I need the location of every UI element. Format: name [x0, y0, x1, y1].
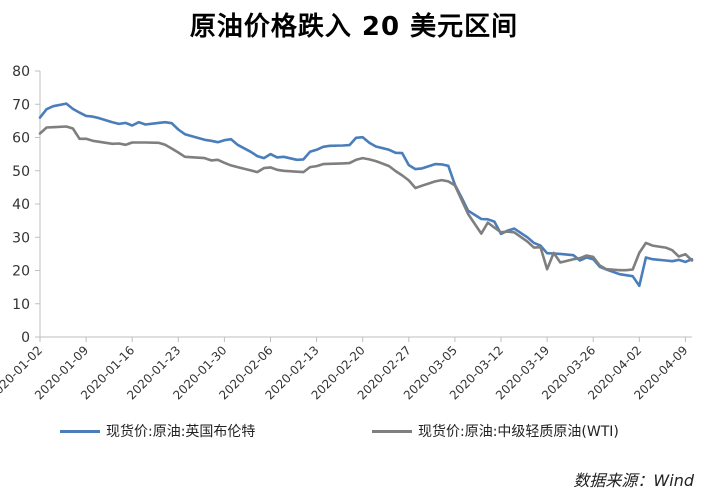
y-tick-label: 10 — [12, 297, 30, 313]
y-tick-label: 50 — [12, 164, 30, 180]
series-layer — [38, 102, 694, 288]
y-tick-label: 30 — [12, 230, 30, 246]
y-tick-label: 60 — [12, 131, 30, 147]
legend-label-wti: 现货价:原油:中级轻质原油(WTI) — [418, 424, 619, 440]
legend-label-brent: 现货价:原油:英国布伦特 — [106, 424, 256, 440]
chart-title: 原油价格跌入 20 美元区间 — [189, 12, 519, 42]
y-tick-label: 70 — [12, 97, 30, 113]
source-note: 数据来源：Wind — [573, 471, 694, 490]
series-line-brent — [38, 102, 694, 288]
y-tick-label: 40 — [12, 197, 30, 213]
legend-item-wti: 现货价:原油:中级轻质原油(WTI) — [372, 421, 619, 441]
y-tick-label: 0 — [21, 330, 30, 346]
legend-swatch-brent — [60, 429, 100, 433]
legend-item-brent: 现货价:原油:英国布伦特 — [60, 421, 255, 441]
series-line-wti — [38, 125, 694, 272]
y-tick-label: 20 — [12, 264, 30, 280]
y-tick-label: 80 — [12, 64, 30, 80]
chart-axes: 010203040506070802020-01-022020-01-09202… — [0, 64, 692, 402]
legend-swatch-wti — [372, 429, 412, 433]
